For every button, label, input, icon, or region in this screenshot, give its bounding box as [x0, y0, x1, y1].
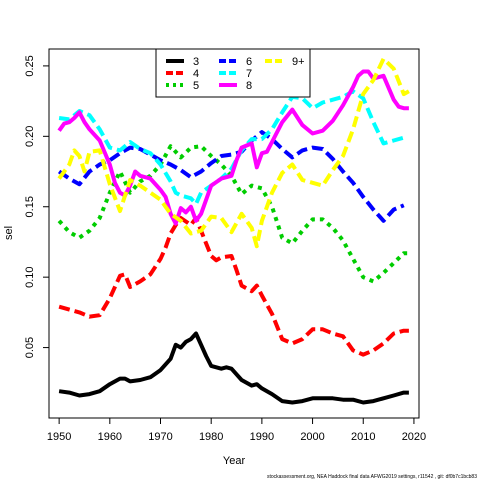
x-tick-label: 1970 [148, 431, 172, 443]
y-tick-label: 0.15 [24, 196, 36, 217]
series-line-4 [58, 216, 409, 357]
legend-label-8: 8 [246, 80, 252, 92]
series-line-5 [57, 144, 409, 284]
series-line-9plus [57, 56, 410, 249]
series-line-8 [57, 69, 409, 226]
y-tick-label: 0.05 [24, 337, 36, 358]
plot-frame [48, 48, 420, 419]
footer-text: stockassessment.org, NEA Haddock final d… [267, 474, 477, 480]
series-line-7 [58, 89, 405, 206]
x-tick-label: 1960 [98, 431, 122, 443]
y-tick-label: 0.10 [24, 266, 36, 287]
y-axis-title: sel [3, 226, 15, 240]
legend-label-5: 5 [193, 80, 199, 92]
x-tick-label: 2000 [300, 431, 324, 443]
y-tick-label: 0.20 [24, 126, 36, 147]
x-tick-label: 1950 [47, 431, 71, 443]
series-layer [57, 56, 410, 405]
legend: 345 678 9+ [155, 48, 311, 98]
legend-label-3: 3 [193, 56, 199, 68]
x-axis: 1950 1960 1970 1980 1990 2000 2010 2020 [47, 417, 426, 443]
series-line-6 [57, 130, 405, 223]
y-tick-label: 0.25 [24, 55, 36, 76]
legend-label-4: 4 [193, 68, 199, 80]
x-tick-label: 1980 [199, 431, 223, 443]
x-axis-title: Year [223, 455, 246, 467]
legend-label-9plus: 9+ [292, 56, 305, 68]
y-axis: 0.05 0.10 0.15 0.20 0.25 [24, 55, 50, 358]
x-tick-label: 1990 [250, 431, 274, 443]
series-line-3 [58, 331, 409, 405]
x-tick-label: 2020 [402, 431, 426, 443]
legend-label-7: 7 [246, 68, 252, 80]
legend-label-6: 6 [246, 56, 252, 68]
x-tick-label: 2010 [351, 431, 375, 443]
